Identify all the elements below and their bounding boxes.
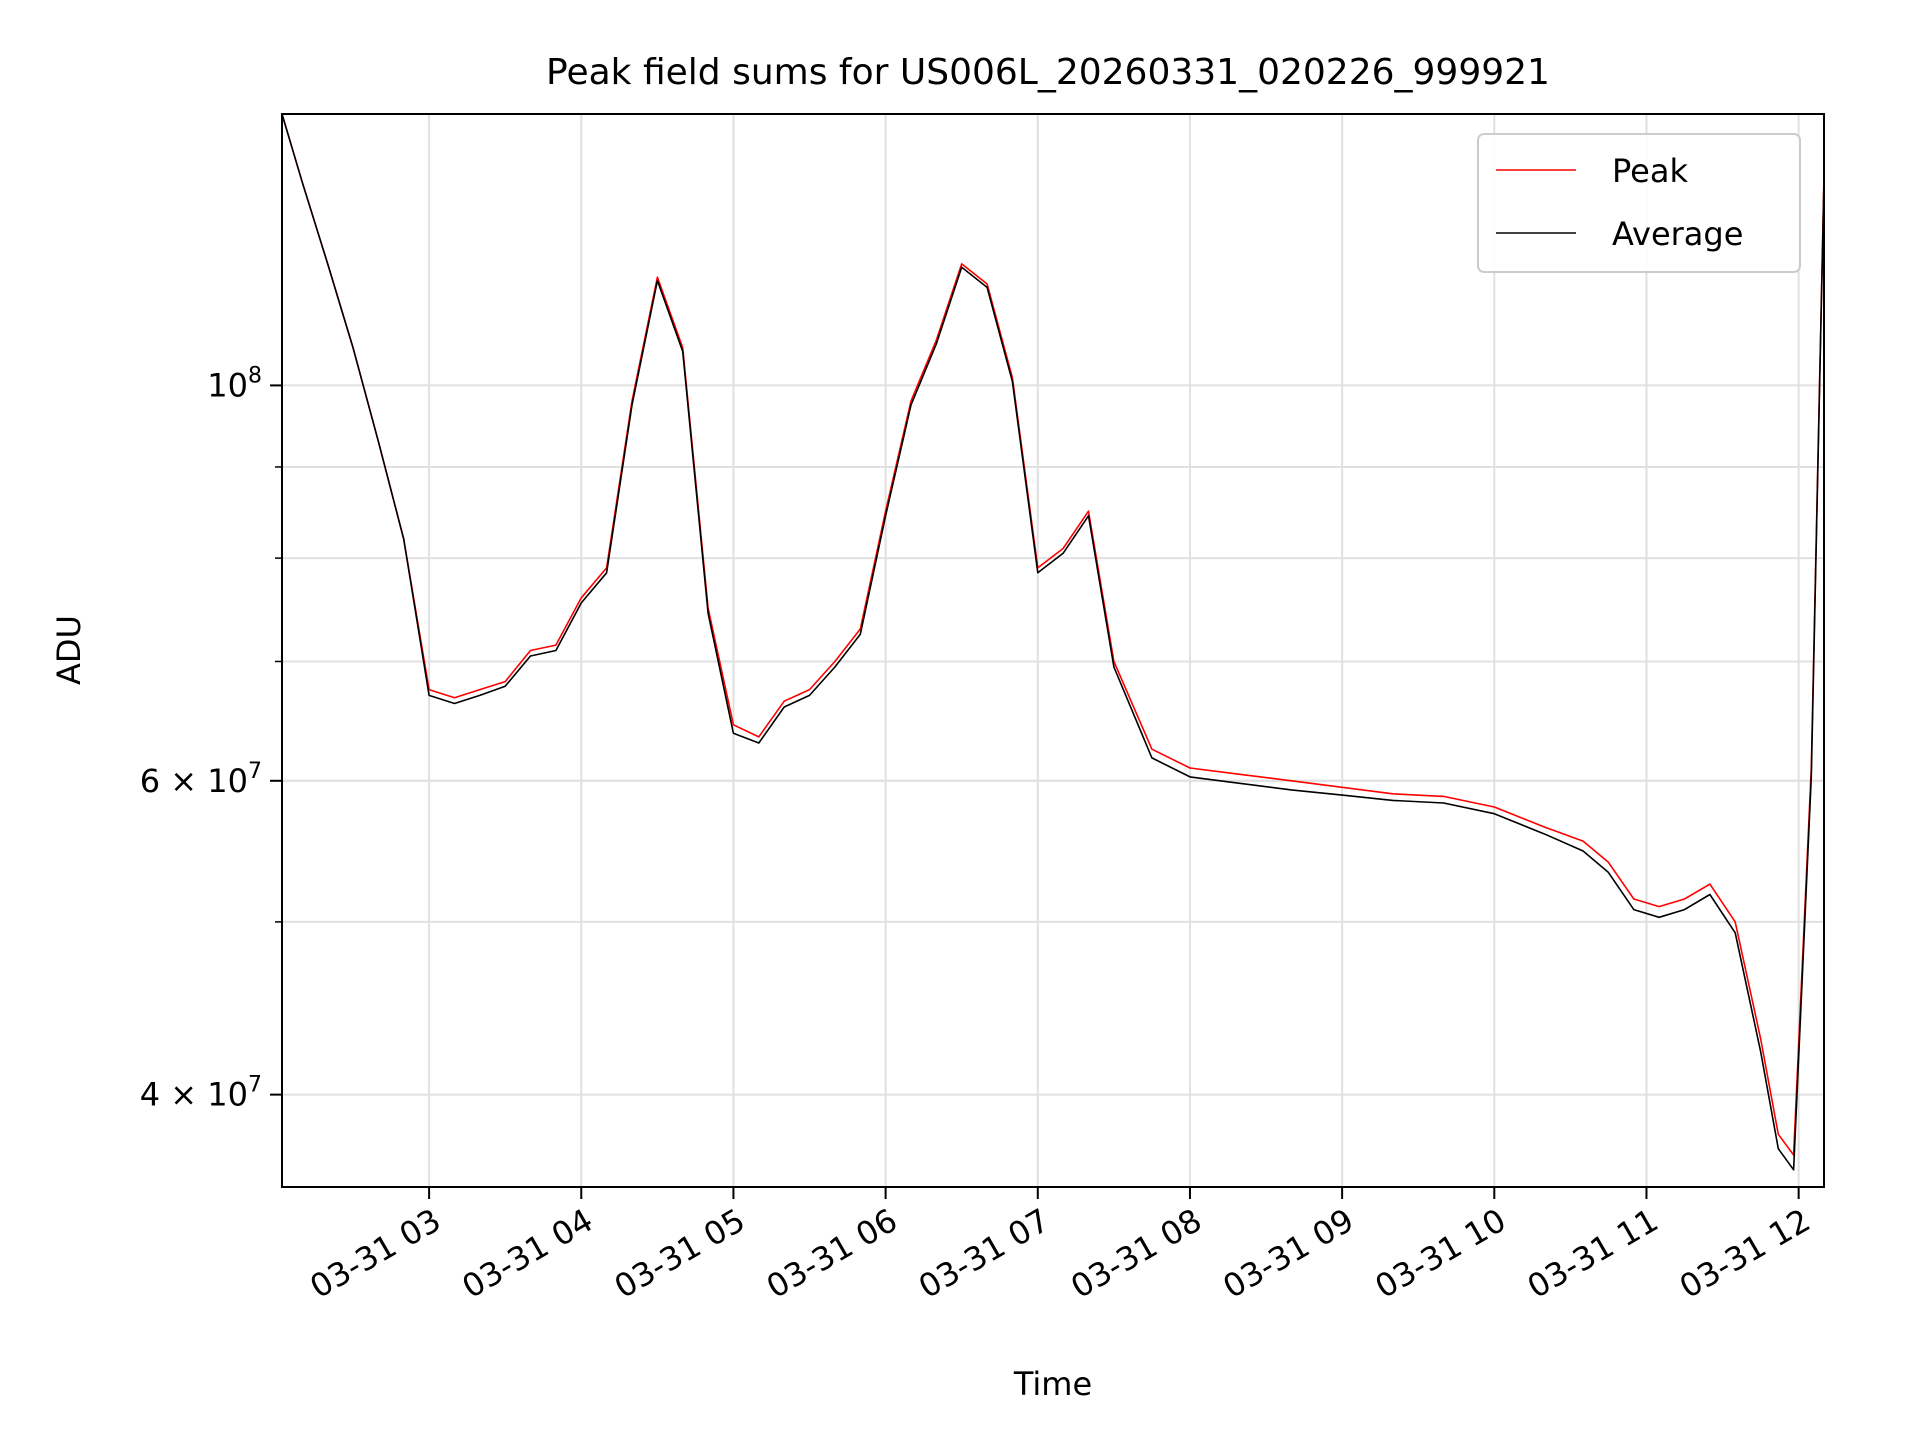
y-tick-label: 4 × 107 [140,1073,262,1114]
plot-frame [281,113,1825,1188]
series-layer [281,113,1825,1171]
x-axis-label: Time [1013,1365,1092,1403]
y-axis-label: ADU [50,615,88,685]
y-tick-label: 6 × 107 [140,759,262,800]
grid [282,114,1824,1187]
y-tick-label: 108 [207,363,262,404]
legend-label-peak: Peak [1612,152,1688,190]
y-axis: 108 6 × 107 4 × 107 [140,363,282,1114]
series-line-peak [281,113,1825,1156]
series-line-average [281,113,1825,1171]
legend-box [1477,133,1801,273]
legend-label-average: Average [1612,215,1743,253]
legend: Peak Average [1477,133,1801,273]
chart-title: Peak field sums for US006L_20260331_0202… [546,52,1550,93]
